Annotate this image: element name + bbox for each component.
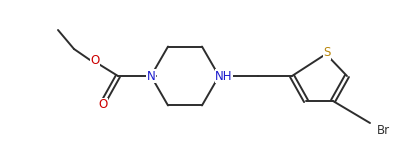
Text: NH: NH bbox=[215, 70, 233, 82]
Text: O: O bbox=[99, 98, 108, 112]
Text: O: O bbox=[90, 55, 100, 67]
Text: S: S bbox=[323, 46, 331, 60]
Text: N: N bbox=[146, 70, 155, 82]
Text: Br: Br bbox=[376, 124, 389, 137]
